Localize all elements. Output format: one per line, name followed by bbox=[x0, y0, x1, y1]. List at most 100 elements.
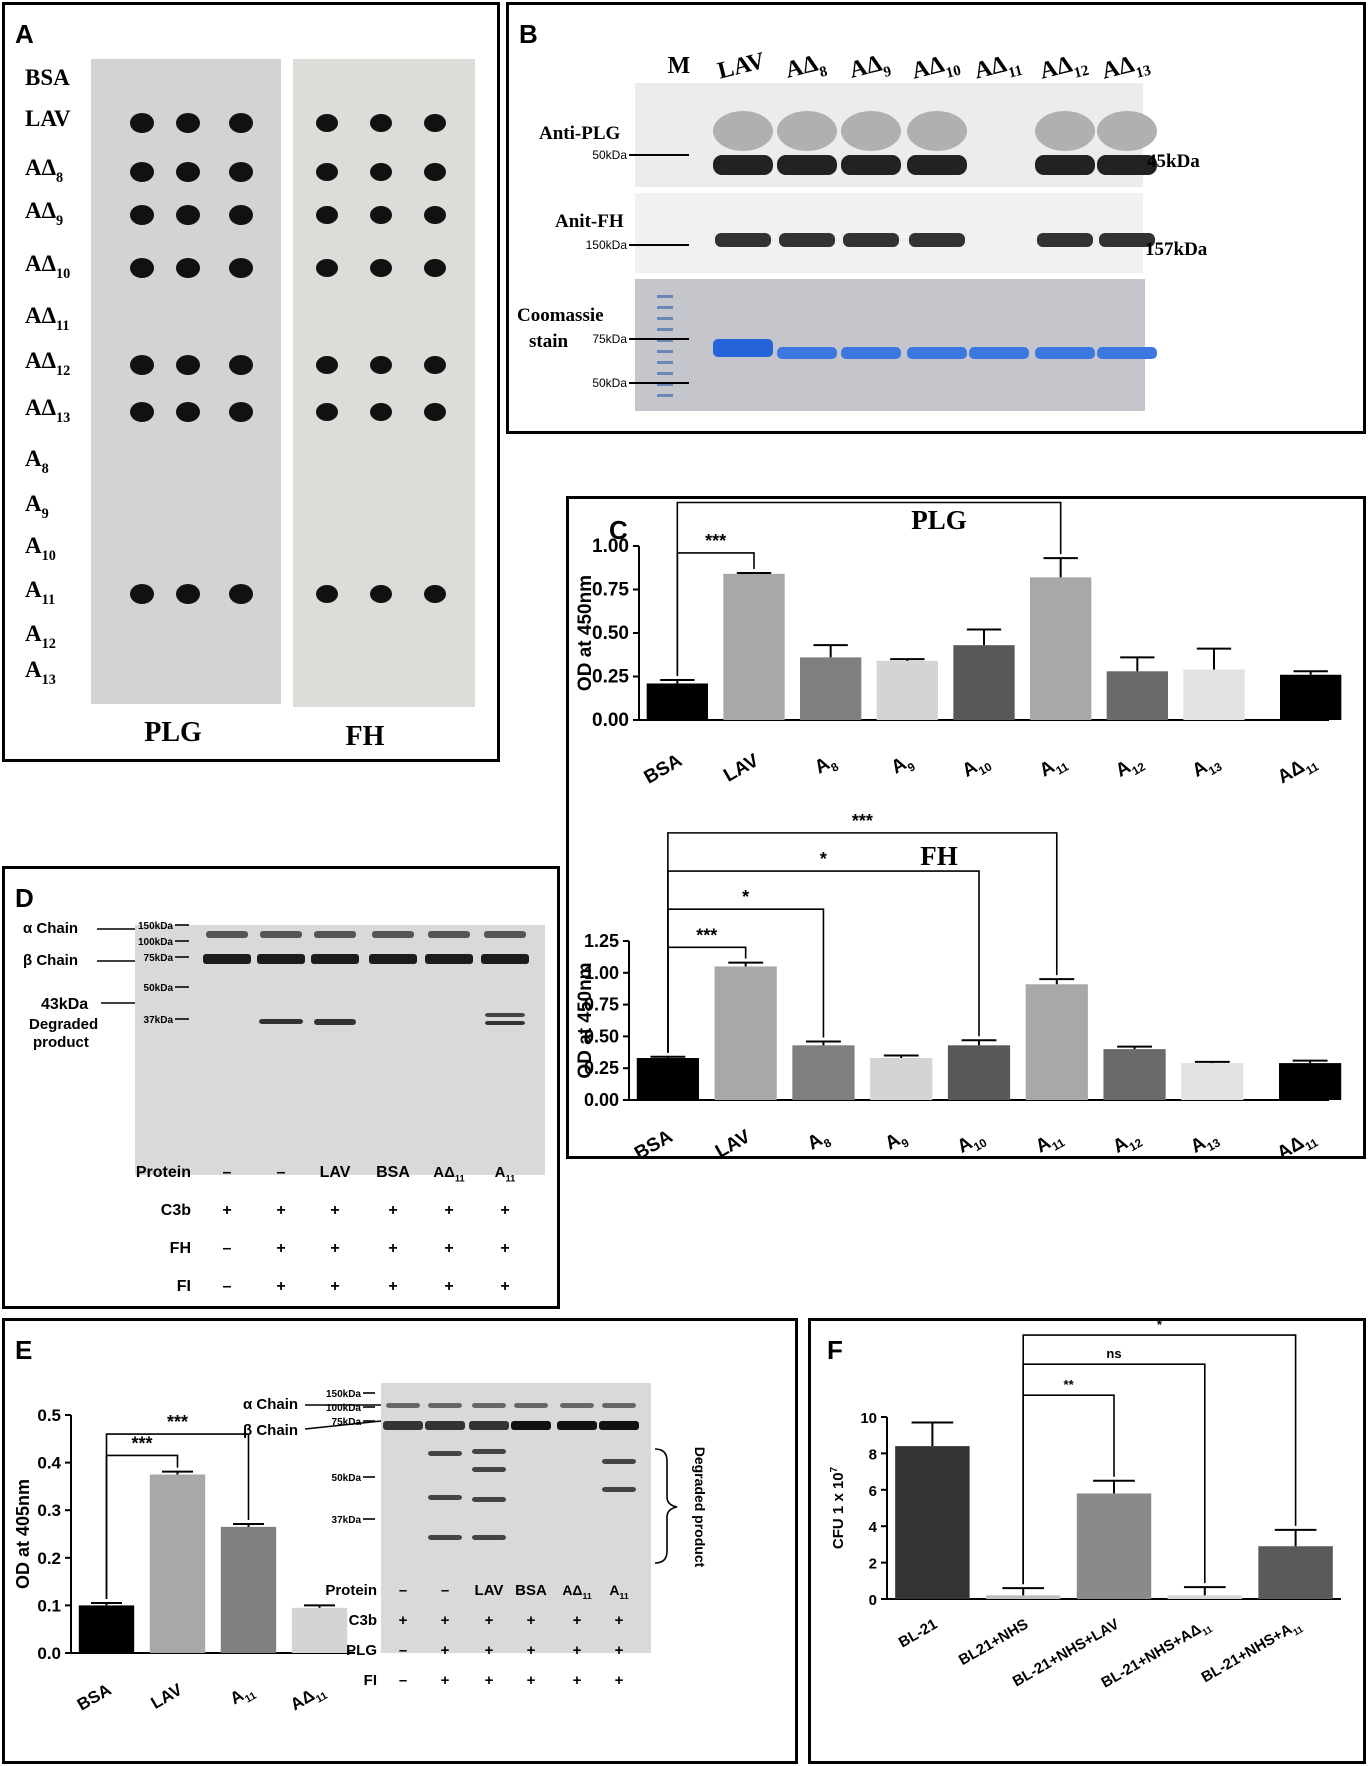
chart-f-y-tick-label: 10 bbox=[860, 1410, 877, 1427]
panel-b-label: B bbox=[519, 19, 538, 49]
table-d-cell: + bbox=[222, 1202, 231, 1219]
blot-spot bbox=[229, 402, 253, 422]
chart-fh-category-label: LAV bbox=[712, 1126, 754, 1156]
gel-band bbox=[469, 1421, 509, 1430]
chart-fh-category-label: A12 bbox=[1109, 1126, 1145, 1156]
chain-label: β Chain bbox=[243, 1422, 298, 1439]
band-coomassie bbox=[1035, 347, 1095, 359]
gel-band bbox=[372, 931, 414, 938]
table-d-cell: + bbox=[444, 1278, 453, 1295]
gel-band bbox=[203, 954, 251, 964]
table-e-cell: + bbox=[527, 1612, 536, 1629]
table-e-row-label: PLG bbox=[346, 1642, 377, 1659]
panel-e-figure: 0.0 0.1 0.2 0.3 0.4 0.5 BSA LAV A11 AΔ11 *** *** OD … bbox=[13, 1383, 708, 1714]
gel-band bbox=[511, 1421, 551, 1430]
chart-fh-bar bbox=[1025, 984, 1088, 1100]
marker-label: 37kDa bbox=[332, 1515, 362, 1526]
chain-label: α Chain bbox=[243, 1396, 298, 1413]
size-label: 45kDa bbox=[1147, 151, 1200, 172]
gel-band bbox=[428, 1403, 462, 1408]
blot-spot bbox=[370, 259, 392, 277]
band-fh bbox=[1037, 233, 1093, 247]
chart-fh-significance-bracket bbox=[667, 832, 1058, 1053]
blot-spot bbox=[176, 113, 200, 133]
chart-plg-bar bbox=[953, 645, 1015, 720]
table-e-cell: + bbox=[573, 1642, 582, 1659]
gel-band bbox=[428, 1451, 462, 1456]
chart-f-significance-label: ns bbox=[1106, 1346, 1121, 1361]
blot-spot bbox=[424, 259, 446, 277]
blot-spot bbox=[130, 355, 154, 375]
chart-plg-y-tick-label: 1.00 bbox=[592, 536, 629, 557]
blot-spot bbox=[229, 162, 253, 182]
chart-e-category-label: BSA bbox=[74, 1680, 115, 1714]
chain-label: Degraded bbox=[29, 1016, 98, 1033]
gel-band bbox=[311, 954, 359, 964]
chart-e-bar bbox=[291, 1607, 348, 1653]
blot-spot bbox=[370, 206, 392, 224]
chart-plg-category-label: A10 bbox=[959, 750, 995, 785]
chart-e-bar bbox=[78, 1605, 135, 1653]
blot-spot bbox=[370, 585, 392, 603]
marker-ladder bbox=[657, 383, 673, 386]
chart-fh-y-tick-label: 0.50 bbox=[584, 1026, 619, 1046]
chart-fh-bar bbox=[1279, 1063, 1342, 1100]
chain-label: product bbox=[33, 1034, 89, 1051]
gel-d: 150kDa 100kDa 75kDa 50kDa 37kDa α Chain β Chai… bbox=[23, 920, 545, 1295]
table-d-cell: + bbox=[330, 1240, 339, 1257]
chart-e-y-tick-label: 0.4 bbox=[37, 1454, 61, 1473]
gel-band bbox=[599, 1421, 639, 1430]
chart-fh-bar bbox=[1181, 1063, 1244, 1100]
chart-e-y-tick-label: 0.5 bbox=[37, 1406, 61, 1425]
dot-blot-a: BSA LAV AΔ8 AΔ9 AΔ10 AΔ11 AΔ12 AΔ13 A8 A9 A10 A11 A1… bbox=[25, 59, 475, 752]
blot-spot bbox=[176, 584, 200, 604]
gel-band bbox=[472, 1467, 506, 1472]
gel-band bbox=[602, 1459, 636, 1464]
table-e-cell: + bbox=[615, 1672, 624, 1689]
chart-plg-bar bbox=[1183, 669, 1245, 720]
chart-f-y-tick-label: 0 bbox=[869, 1592, 877, 1609]
blot-spot bbox=[130, 402, 154, 422]
gel-band bbox=[425, 1421, 465, 1430]
table-e-cell: – bbox=[399, 1582, 407, 1599]
blot-spot bbox=[229, 113, 253, 133]
table-e-cell: + bbox=[399, 1612, 408, 1629]
chart-plg-bar bbox=[646, 683, 708, 720]
blot-spot bbox=[176, 162, 200, 182]
table-e-cell: LAV bbox=[475, 1582, 504, 1599]
lane-label: LAV bbox=[715, 48, 768, 85]
row-label: A9 bbox=[25, 491, 49, 522]
chart-plg-category-label: A11 bbox=[1036, 750, 1071, 785]
table-e-cell: + bbox=[573, 1672, 582, 1689]
gel-band bbox=[259, 1019, 303, 1024]
row-label: AΔ12 bbox=[25, 348, 70, 379]
table-e-cell: AΔ11 bbox=[562, 1582, 592, 1601]
chart-fh-y-tick-label: 0.00 bbox=[584, 1090, 619, 1110]
blot-spot bbox=[316, 356, 338, 374]
chart-fh-y-axis-label: OD at 450nm bbox=[575, 962, 596, 1078]
band-halo bbox=[777, 111, 837, 151]
panel-a-label: A bbox=[15, 19, 34, 49]
blot-spot bbox=[130, 258, 154, 278]
chart-f-y-axis-label: CFU 1 x 107 bbox=[829, 1467, 847, 1549]
chart-e-significance-label: *** bbox=[167, 1412, 188, 1432]
table-d-row-label: FH bbox=[170, 1240, 191, 1257]
chart-fh-category-label: A11 bbox=[1032, 1126, 1067, 1156]
gel-band bbox=[472, 1535, 506, 1540]
row-label: A11 bbox=[25, 577, 55, 608]
band-halo bbox=[713, 111, 773, 151]
blot-spot bbox=[370, 114, 392, 132]
table-e-cell: + bbox=[485, 1642, 494, 1659]
band-fh bbox=[1099, 233, 1155, 247]
blot-spot bbox=[130, 205, 154, 225]
membrane-label-plg: PLG bbox=[144, 717, 202, 748]
chart-fh-bar bbox=[714, 966, 777, 1100]
membrane-fh bbox=[293, 59, 475, 707]
band-plg bbox=[713, 155, 773, 175]
chart-f-y-tick-label: 6 bbox=[869, 1483, 877, 1500]
marker-label: 150kDa bbox=[138, 921, 173, 932]
chart-plg-category-label: LAV bbox=[720, 750, 762, 787]
panel-d: D 150kDa 100kDa 75kDa 50kDa 37kDa α Chain β Ch… bbox=[2, 866, 560, 1309]
bar-charts-c: PLG 0.00 0.25 0.50 0.75 1.00 BSA LAV A8 A9 A10 A11 A… bbox=[575, 499, 1342, 1156]
table-d-cell: – bbox=[223, 1164, 232, 1181]
